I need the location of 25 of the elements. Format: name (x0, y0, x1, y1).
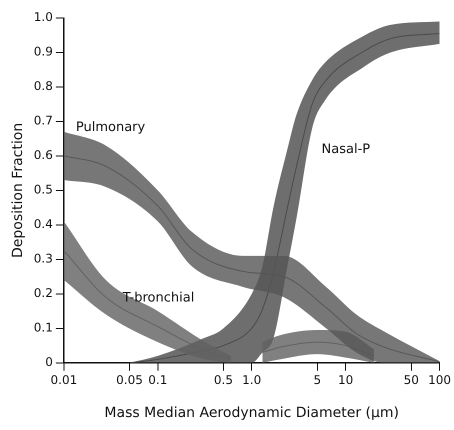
y-tick-label: 0 (45, 354, 53, 369)
x-tick-label: 1.0 (242, 373, 262, 388)
y-tick-label: 0.8 (34, 79, 53, 94)
x-tick-label: 5 (314, 373, 322, 388)
y-tick-label: 0.1 (34, 320, 53, 334)
x-tick-label: 0.01 (50, 373, 78, 388)
series-label: T-bronchial (122, 290, 194, 306)
x-tick-label: 0.1 (148, 373, 168, 388)
x-tick-label: 100 (428, 373, 451, 388)
x-tick-label: 0.05 (116, 373, 143, 388)
y-axis-title: Deposition Fraction (10, 122, 26, 258)
y-tick-label: 0.2 (34, 286, 53, 300)
y-tick-label: 0.6 (34, 148, 53, 162)
y-tick-label: 0.4 (34, 217, 53, 232)
y-tick-label: 1.0 (34, 10, 53, 24)
y-tick-label: 0.3 (34, 251, 53, 266)
x-axis-title: Mass Median Aerodynamic Diameter (µm) (104, 405, 400, 422)
series-label: Nasal-P (322, 142, 370, 157)
x-tick-label: 50 (404, 373, 419, 388)
y-tick-label: 0.5 (34, 182, 53, 197)
series-label: Pulmonary (76, 120, 146, 135)
y-tick-label: 0.9 (34, 44, 53, 59)
x-tick-label: 10 (338, 373, 354, 388)
y-tick-label: 0.7 (34, 114, 53, 128)
x-tick-label: 0.5 (214, 373, 233, 388)
